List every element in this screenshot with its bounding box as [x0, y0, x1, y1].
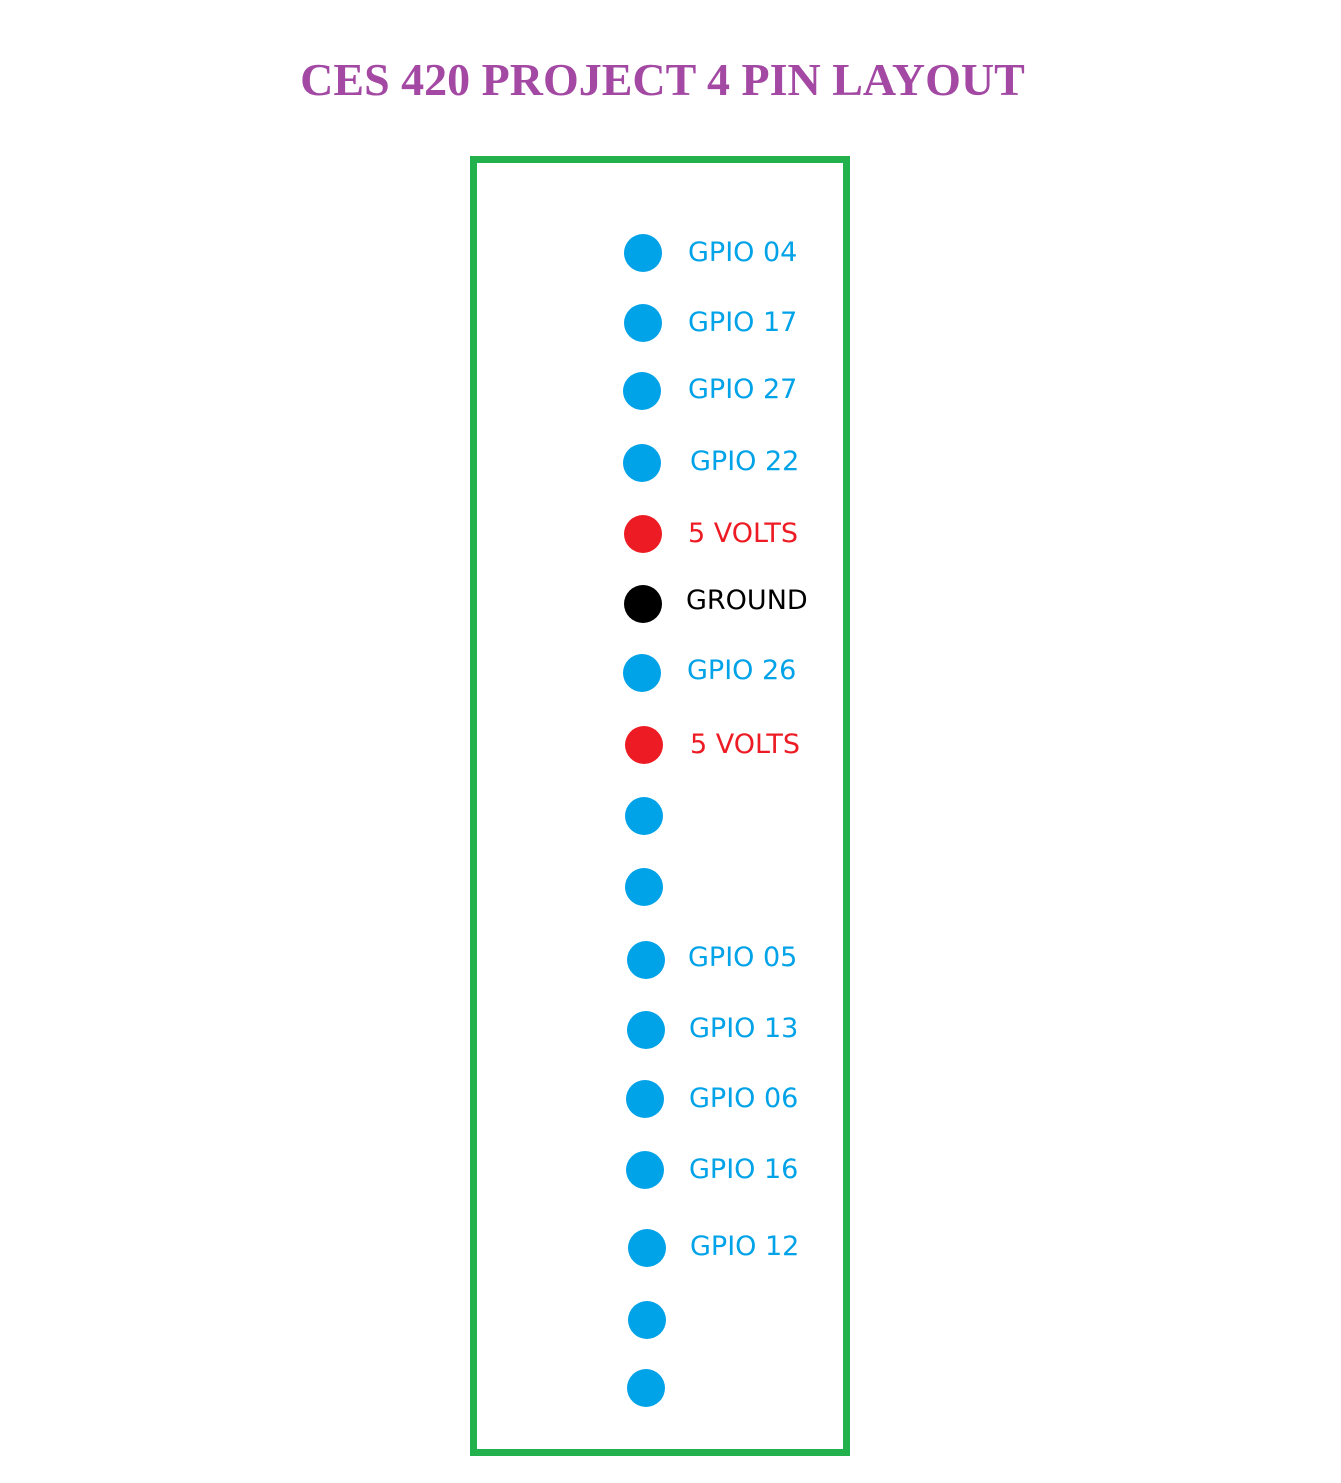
pin-1-label: GPIO 04 — [688, 237, 798, 268]
pin-14-label: GPIO 16 — [689, 1154, 799, 1185]
pin-4-gpio — [623, 444, 661, 482]
page-title: CES 420 PROJECT 4 PIN LAYOUT — [300, 54, 1025, 105]
pin-5-label: 5 VOLTS — [688, 518, 798, 549]
pin-15-label: GPIO 12 — [690, 1231, 800, 1262]
pin-2-gpio — [624, 304, 662, 342]
pin-2-label: GPIO 17 — [688, 307, 798, 338]
pin-7-gpio — [623, 654, 661, 692]
pin-8-label: 5 VOLTS — [690, 729, 800, 760]
pin-3-gpio — [623, 372, 661, 410]
pin-header-board — [470, 156, 850, 1456]
pin-11-label: GPIO 05 — [688, 942, 798, 973]
pin-12-gpio — [627, 1011, 665, 1049]
pin-13-gpio — [626, 1080, 664, 1118]
pin-15-gpio — [628, 1229, 666, 1267]
pin-5-power — [624, 515, 662, 553]
pin-12-label: GPIO 13 — [689, 1013, 799, 1044]
pin-6-label: GROUND — [686, 585, 808, 616]
pin-1-gpio — [624, 234, 662, 272]
pin-4-label: GPIO 22 — [690, 446, 800, 477]
pin-13-label: GPIO 06 — [689, 1083, 799, 1114]
pin-6-ground — [624, 585, 662, 623]
pin-16-gpio — [628, 1301, 666, 1339]
pin-9-gpio — [625, 797, 663, 835]
pin-3-label: GPIO 27 — [688, 374, 798, 405]
pin-11-gpio — [627, 941, 665, 979]
pin-8-power — [625, 726, 663, 764]
pin-17-gpio — [627, 1369, 665, 1407]
pin-7-label: GPIO 26 — [687, 655, 797, 686]
pin-14-gpio — [626, 1151, 664, 1189]
pin-10-gpio — [625, 868, 663, 906]
